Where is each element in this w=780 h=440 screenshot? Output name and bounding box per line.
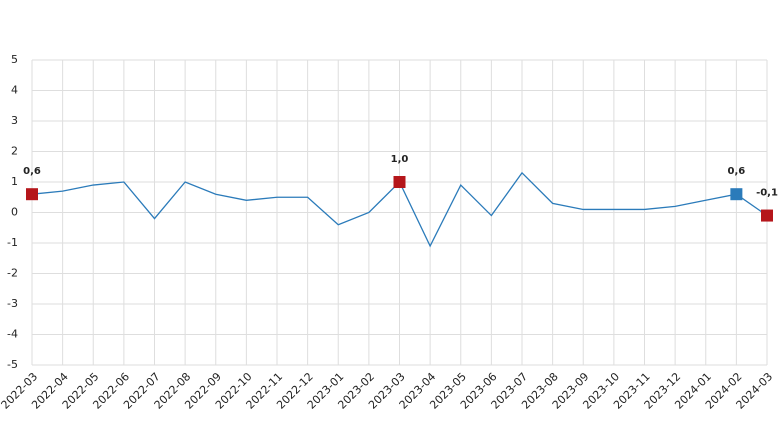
y-tick-label: 5 bbox=[11, 53, 18, 66]
value-label: 0,6 bbox=[23, 166, 41, 177]
y-tick-label: -5 bbox=[7, 358, 18, 371]
point-marker bbox=[26, 188, 38, 201]
y-tick-label: 4 bbox=[11, 84, 18, 97]
y-tick-label: 0 bbox=[11, 206, 18, 219]
y-tick-label: -1 bbox=[7, 236, 18, 249]
y-tick-label: -2 bbox=[7, 267, 18, 280]
point-marker bbox=[730, 188, 743, 201]
y-tick-label: -4 bbox=[7, 328, 18, 341]
y-tick-label: 2 bbox=[11, 145, 18, 158]
point-marker bbox=[761, 209, 773, 222]
value-label: 0,6 bbox=[728, 166, 746, 177]
y-tick-label: 1 bbox=[11, 175, 18, 188]
value-label: 1,0 bbox=[391, 154, 409, 165]
value-label: -0,1 bbox=[756, 188, 778, 199]
point-marker bbox=[393, 176, 406, 188]
y-tick-label: -3 bbox=[7, 297, 18, 310]
y-tick-label: 3 bbox=[11, 114, 18, 127]
